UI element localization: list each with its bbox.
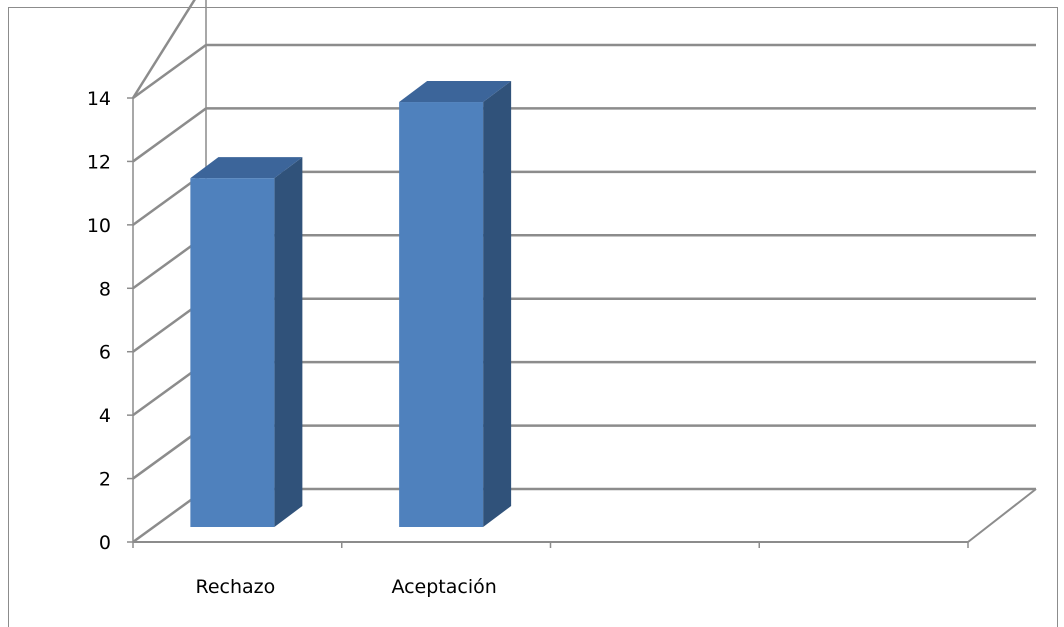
y-tick-label: 8: [99, 278, 111, 300]
bar-front: [190, 178, 275, 527]
y-tick-label: 14: [87, 88, 111, 110]
gridlines: [131, 0, 1036, 544]
bar-side: [483, 81, 512, 528]
y-tick-label: 0: [99, 532, 111, 554]
y-tick-label: 12: [87, 151, 111, 173]
bar-front: [399, 102, 484, 528]
x-category-label: Aceptación: [391, 576, 496, 598]
bar-top: [190, 157, 303, 179]
bar: [190, 157, 303, 527]
gridline-diagonal: [131, 0, 196, 99]
y-tick-label: 4: [99, 405, 111, 427]
labels: 0 2 4 6 8 10 12 14 Rechazo Aceptación: [87, 88, 497, 598]
x-category-label: Rechazo: [195, 576, 275, 598]
gridline-diagonal: [132, 43, 207, 100]
y-tick-label: 10: [87, 215, 111, 237]
y-tick-label: 6: [99, 342, 111, 364]
chart-frame: [8, 7, 1058, 627]
gridline-diagonal: [132, 107, 207, 163]
bars: [190, 81, 512, 528]
bar-side: [274, 157, 303, 527]
floor-diagonal: [967, 488, 1037, 543]
bar: [399, 81, 512, 528]
y-tick-label: 2: [99, 469, 111, 491]
bar-top: [399, 81, 512, 103]
